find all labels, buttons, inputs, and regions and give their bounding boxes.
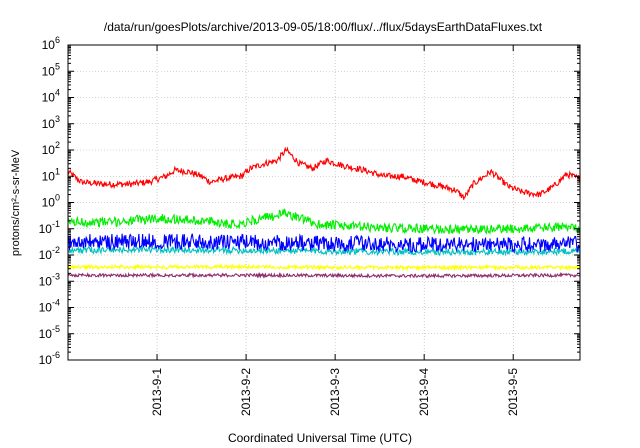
x-tick-label: 2013-9-5 — [506, 368, 520, 416]
y-tick-label: 10-1 — [39, 219, 60, 236]
flux-series-line — [67, 244, 581, 257]
y-tick-label: 10-6 — [39, 350, 60, 367]
flux-series-line — [67, 263, 581, 272]
y-tick-label: 10-5 — [39, 324, 60, 341]
y-tick-label: 103 — [42, 114, 60, 131]
series-group — [67, 146, 581, 279]
x-axis-label: Coordinated Universal Time (UTC) — [228, 431, 412, 445]
x-tick-label: 2013-9-3 — [328, 368, 342, 416]
x-tick-label: 2013-9-2 — [239, 368, 253, 416]
y-tick-label: 106 — [42, 35, 60, 52]
y-tick-label: 104 — [42, 88, 60, 105]
flux-series-line — [67, 271, 581, 279]
flux-series-line — [67, 146, 581, 200]
x-tick-label: 2013-9-4 — [417, 368, 431, 416]
y-axis-label: protons/cm²-s-sr-MeV — [10, 149, 22, 256]
y-tick-label: 102 — [42, 140, 60, 157]
y-axis: 10-6 10-5 10-4 10-3 10-2 10-1 100 101 102 103 104 1… — [39, 35, 580, 367]
y-tick-label: 100 — [42, 193, 60, 210]
y-tick-label: 10-4 — [39, 298, 60, 315]
y-tick-label: 10-3 — [39, 271, 60, 288]
y-tick-label: 10-2 — [39, 245, 60, 262]
y-tick-label: 101 — [42, 166, 60, 183]
grid — [68, 45, 580, 360]
flux-series-line — [67, 208, 581, 235]
chart-title: /data/run/goesPlots/archive/2013-09-05/1… — [104, 20, 543, 34]
x-axis: 2013-9-1 2013-9-2 2013-9-3 2013-9-4 2013-9-5 — [150, 45, 520, 416]
flux-series-line — [67, 233, 581, 255]
x-tick-label: 2013-9-1 — [150, 368, 164, 416]
y-tick-label: 105 — [42, 61, 60, 78]
